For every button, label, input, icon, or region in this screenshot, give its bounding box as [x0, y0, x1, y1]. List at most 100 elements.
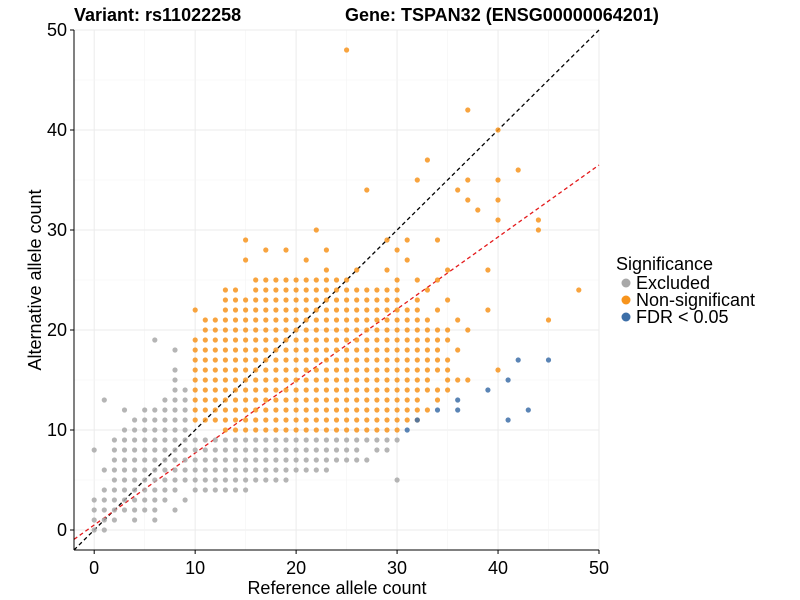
data-point-excluded — [333, 457, 340, 463]
data-point-non-significant — [465, 197, 471, 203]
data-point-excluded — [394, 477, 400, 483]
data-point-non-significant — [253, 347, 259, 353]
data-point-non-significant — [344, 317, 350, 323]
data-point-non-significant — [354, 417, 360, 423]
data-point-excluded — [263, 467, 269, 473]
data-point-excluded — [273, 457, 279, 463]
data-point-non-significant — [313, 317, 319, 323]
data-point-non-significant — [283, 287, 289, 293]
data-point-non-significant — [434, 307, 441, 313]
data-point-fdr-0-05 — [505, 377, 511, 383]
data-point-non-significant — [535, 227, 542, 233]
data-point-excluded — [121, 487, 128, 493]
data-point-excluded — [243, 467, 249, 473]
data-point-non-significant — [283, 277, 289, 283]
legend-label-non-significant: Non-significant — [636, 290, 755, 310]
data-point-non-significant — [323, 357, 329, 363]
data-point-non-significant — [333, 397, 340, 403]
data-point-non-significant — [313, 427, 319, 433]
data-point-non-significant — [273, 357, 279, 363]
x-tick-label: 20 — [286, 558, 306, 578]
data-point-non-significant — [212, 347, 218, 353]
data-point-excluded — [111, 487, 117, 493]
data-point-non-significant — [253, 317, 259, 323]
data-point-non-significant — [243, 397, 249, 403]
data-point-excluded — [253, 457, 259, 463]
data-point-non-significant — [303, 297, 309, 303]
data-point-non-significant — [303, 427, 309, 433]
data-point-non-significant — [354, 307, 360, 313]
data-point-non-significant — [394, 337, 400, 343]
data-point-non-significant — [445, 367, 451, 373]
data-point-non-significant — [253, 407, 259, 413]
data-point-non-significant — [222, 397, 228, 403]
data-point-excluded — [172, 347, 178, 353]
data-point-non-significant — [344, 387, 350, 393]
data-point-excluded — [121, 437, 128, 443]
data-point-non-significant — [384, 397, 390, 403]
data-point-excluded — [132, 427, 138, 433]
data-point-non-significant — [374, 397, 380, 403]
data-point-non-significant — [414, 317, 420, 323]
data-point-non-significant — [212, 367, 218, 373]
data-point-non-significant — [222, 427, 228, 433]
data-point-non-significant — [354, 377, 360, 383]
x-tick-label: 30 — [387, 558, 407, 578]
data-point-excluded — [303, 467, 309, 473]
data-point-excluded — [152, 457, 158, 463]
data-point-non-significant — [384, 267, 390, 273]
data-point-excluded — [152, 507, 158, 513]
data-point-non-significant — [374, 427, 380, 433]
data-point-excluded — [253, 437, 259, 443]
data-point-non-significant — [243, 427, 249, 433]
data-point-excluded — [202, 477, 208, 483]
data-point-non-significant — [222, 327, 228, 333]
data-point-excluded — [202, 457, 208, 463]
data-point-non-significant — [404, 377, 410, 383]
data-point-non-significant — [243, 337, 249, 343]
data-point-non-significant — [434, 387, 441, 393]
data-point-fdr-0-05 — [455, 407, 461, 413]
data-point-excluded — [202, 437, 208, 443]
data-point-non-significant — [354, 387, 360, 393]
data-point-non-significant — [293, 277, 299, 283]
data-point-non-significant — [283, 367, 289, 373]
data-point-non-significant — [323, 337, 329, 343]
data-point-non-significant — [313, 227, 319, 233]
data-point-non-significant — [232, 397, 239, 403]
y-tick-label: 40 — [47, 120, 67, 140]
data-point-non-significant — [222, 317, 228, 323]
data-point-non-significant — [313, 327, 319, 333]
data-point-non-significant — [374, 357, 380, 363]
data-point-non-significant — [263, 407, 269, 413]
data-point-non-significant — [354, 427, 360, 433]
data-point-excluded — [152, 477, 158, 483]
data-point-non-significant — [303, 367, 309, 373]
data-point-non-significant — [243, 307, 249, 313]
data-point-non-significant — [232, 367, 239, 373]
data-point-non-significant — [404, 417, 410, 423]
data-point-non-significant — [323, 287, 329, 293]
data-point-non-significant — [364, 397, 370, 403]
data-point-excluded — [172, 447, 178, 453]
data-point-non-significant — [394, 297, 400, 303]
data-point-non-significant — [253, 287, 259, 293]
data-point-non-significant — [232, 347, 239, 353]
data-point-non-significant — [333, 327, 340, 333]
data-point-excluded — [132, 437, 138, 443]
data-point-non-significant — [313, 357, 319, 363]
data-point-non-significant — [303, 377, 309, 383]
data-point-non-significant — [243, 417, 249, 423]
data-point-non-significant — [323, 327, 329, 333]
data-point-non-significant — [455, 187, 461, 193]
data-point-non-significant — [263, 287, 269, 293]
data-point-excluded — [192, 437, 198, 443]
data-point-excluded — [132, 457, 138, 463]
data-point-non-significant — [445, 327, 451, 333]
data-point-excluded — [283, 447, 289, 453]
data-point-non-significant — [424, 407, 430, 413]
data-point-non-significant — [384, 387, 390, 393]
data-point-excluded — [263, 477, 269, 483]
legend: Significance Excluded Non-significant FD… — [616, 254, 755, 327]
data-point-excluded — [263, 447, 269, 453]
